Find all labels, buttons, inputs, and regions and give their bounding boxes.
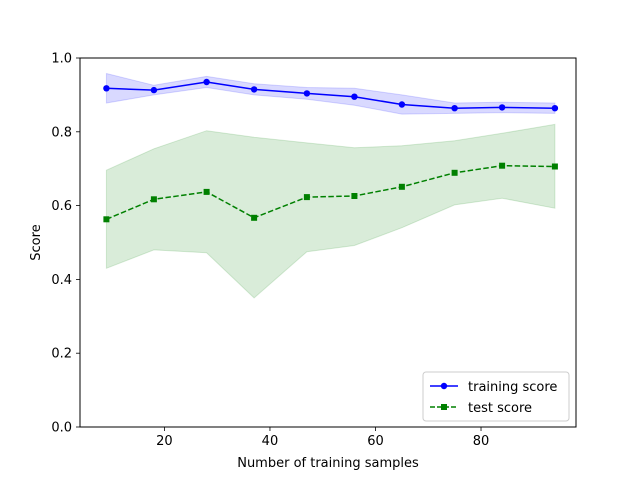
- training-score-point: [351, 93, 358, 100]
- test-score-point: [351, 193, 358, 199]
- y-tick-label: 0.2: [51, 347, 72, 362]
- legend-marker-training: [440, 382, 448, 390]
- test-score-point: [499, 162, 506, 169]
- test-score-line: [106, 164, 555, 220]
- training-score-point: [250, 86, 258, 93]
- legend-marker-test: [441, 404, 447, 410]
- plot-area-frame: [79, 57, 577, 428]
- training-score-point: [150, 86, 158, 94]
- legend-box: [422, 371, 570, 422]
- y-axis-ticks: 0.0 0.2 0.4 0.6 0.8 1.0: [51, 52, 80, 436]
- test-score-point: [251, 214, 258, 221]
- y-tick-label: 0.8: [51, 125, 72, 140]
- y-axis-label: Score: [29, 224, 44, 260]
- test-score-point: [398, 183, 405, 190]
- x-tick-label: 40: [262, 434, 279, 449]
- test-score-point: [303, 194, 310, 201]
- legend-label-training: training score: [468, 380, 557, 395]
- x-tick-label: 60: [367, 434, 384, 449]
- y-tick-label: 0.4: [51, 273, 72, 288]
- training-score-point: [303, 90, 311, 97]
- y-tick-label: 1.0: [51, 52, 72, 67]
- x-axis-ticks: 20 40 60 80: [156, 427, 489, 449]
- y-tick-label: 0.6: [51, 199, 72, 214]
- training-score-point: [398, 101, 406, 108]
- test-score-point: [203, 188, 210, 195]
- test-score-point: [551, 163, 558, 170]
- training-score-point: [451, 105, 458, 112]
- series-lines: [106, 81, 555, 220]
- y-tick-label: 0.0: [51, 421, 72, 436]
- test-score-point: [103, 216, 110, 223]
- series-markers: [103, 78, 559, 223]
- training-score-point: [551, 105, 559, 112]
- test-score-band: [105, 123, 556, 299]
- training-score-line: [106, 81, 555, 109]
- x-tick-label: 80: [473, 434, 490, 449]
- x-tick-label: 20: [156, 434, 173, 449]
- training-score-point: [203, 78, 210, 86]
- legend-label-test: test score: [468, 401, 532, 416]
- test-score-point: [150, 196, 157, 203]
- training-score-point: [498, 104, 506, 111]
- training-score-point: [103, 85, 110, 92]
- test-score-point: [451, 169, 458, 176]
- x-axis-label: Number of training samples: [237, 456, 419, 471]
- legend: training score test score: [422, 371, 570, 422]
